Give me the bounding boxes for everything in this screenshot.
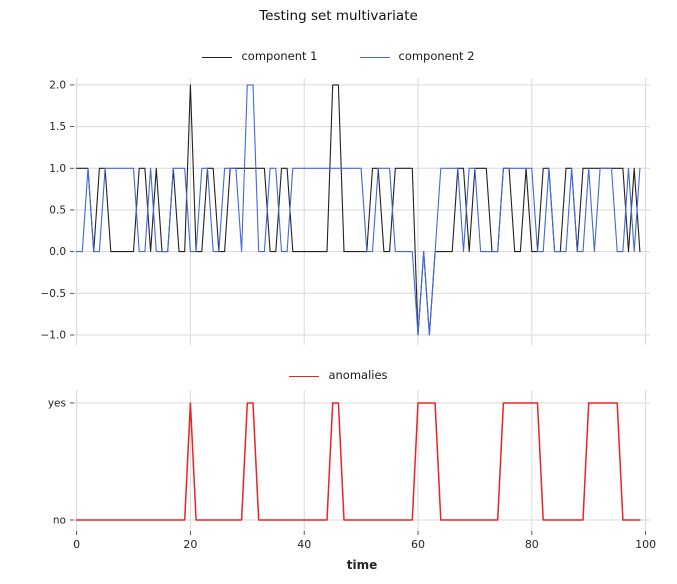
svg-text:−1.0: −1.0 bbox=[41, 329, 67, 341]
svg-text:0.5: 0.5 bbox=[49, 204, 66, 216]
svg-text:60: 60 bbox=[411, 538, 425, 551]
svg-text:no: no bbox=[53, 515, 66, 527]
legend-label-anomalies: anomalies bbox=[328, 368, 388, 383]
anomalies-line bbox=[75, 402, 641, 521]
anomalies-legend: anomalies bbox=[0, 368, 677, 384]
x-axis-label: time bbox=[347, 558, 378, 572]
chart-title: Testing set multivariate bbox=[259, 8, 418, 24]
legend-label-component-1: component 1 bbox=[241, 49, 318, 64]
svg-text:0: 0 bbox=[73, 538, 80, 551]
svg-text:2.0: 2.0 bbox=[49, 79, 66, 91]
anomalies-line-swatch bbox=[289, 375, 320, 377]
component-2-line bbox=[76, 84, 641, 336]
legend-entry-anomalies: anomalies bbox=[289, 368, 388, 383]
svg-text:−0.5: −0.5 bbox=[41, 288, 67, 300]
svg-text:1.0: 1.0 bbox=[49, 163, 66, 175]
anomalies-chart-canvas: yes no 0 20 40 60 80 100 time bbox=[48, 390, 656, 572]
component-2-line-swatch bbox=[359, 56, 390, 58]
tick-marks bbox=[70, 402, 647, 535]
svg-text:20: 20 bbox=[183, 538, 197, 551]
tick-marks bbox=[70, 84, 74, 336]
legend-entry-component-1: component 1 bbox=[202, 49, 318, 64]
gridlines bbox=[74, 390, 650, 531]
svg-text:80: 80 bbox=[525, 538, 539, 551]
svg-text:0.0: 0.0 bbox=[49, 246, 66, 258]
svg-text:100: 100 bbox=[635, 538, 656, 551]
svg-text:1.5: 1.5 bbox=[49, 121, 66, 133]
legend-label-component-2: component 2 bbox=[398, 49, 475, 64]
svg-text:yes: yes bbox=[48, 397, 66, 409]
components-chart-canvas: 2.0 1.5 1.0 0.5 0.0 −0.5 −1.0 bbox=[41, 78, 650, 345]
svg-text:40: 40 bbox=[297, 538, 311, 551]
gridlines bbox=[74, 78, 650, 345]
legend-entry-component-2: component 2 bbox=[359, 49, 475, 64]
y-tick-labels: yes no bbox=[48, 397, 66, 526]
y-tick-labels: 2.0 1.5 1.0 0.5 0.0 −0.5 −1.0 bbox=[41, 79, 67, 341]
component-1-line-swatch bbox=[202, 56, 233, 58]
x-tick-labels: 0 20 40 60 80 100 bbox=[73, 538, 656, 551]
top-legend: component 1 component 2 bbox=[0, 48, 677, 66]
